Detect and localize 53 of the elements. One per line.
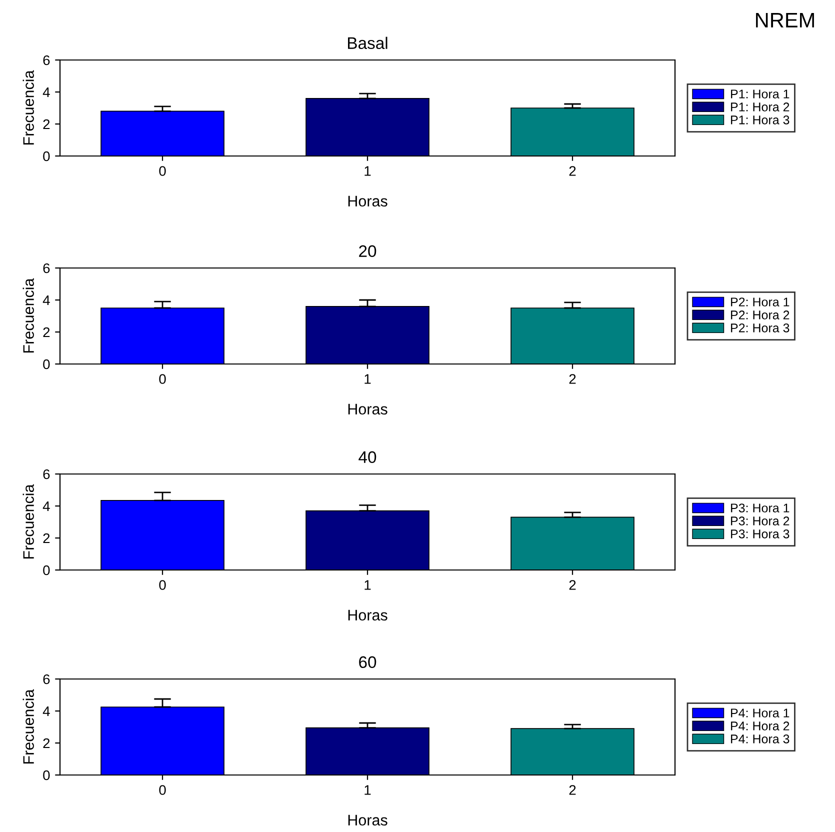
x-tick-label: 0 (159, 374, 166, 384)
y-tick-label: 2 (43, 119, 50, 130)
legend-label: P4: Hora 2 (731, 722, 790, 730)
legend-label: P1: Hora 3 (731, 116, 790, 124)
y-tick-label: 6 (43, 55, 50, 66)
x-tick-label: 0 (159, 785, 166, 795)
x-tick-label: 0 (159, 580, 166, 590)
legend-label: P3: Hora 2 (731, 516, 790, 526)
x-tick-label: 1 (364, 374, 371, 384)
y-tick-label: 6 (43, 469, 50, 480)
chart-title: 20 (359, 245, 376, 258)
legend-label: P4: Hora 1 (731, 708, 790, 718)
legend-label: P2: Hora 2 (731, 310, 790, 320)
x-tick-label: 0 (159, 166, 166, 176)
legend-label: P3: Hora 3 (731, 530, 790, 538)
legend-label: P2: Hora 3 (731, 324, 790, 332)
x-axis-title: Horas (348, 404, 388, 415)
y-axis-title: Frecuencia (22, 689, 34, 764)
y-tick-label: 2 (43, 738, 50, 748)
y-axis-title: Frecuencia (22, 484, 34, 559)
x-tick-label: 2 (569, 580, 576, 590)
y-tick-label: 6 (43, 263, 50, 274)
x-tick-label: 2 (569, 166, 576, 176)
x-tick-label: 1 (364, 166, 371, 176)
y-tick-label: 6 (43, 674, 50, 684)
y-tick-label: 4 (42, 87, 50, 98)
x-tick-label: 2 (569, 374, 576, 384)
x-axis-title: Horas (348, 196, 388, 207)
x-axis-title: Horas (348, 610, 388, 621)
y-tick-label: 0 (43, 359, 50, 370)
y-tick-label: 2 (43, 327, 50, 338)
legend-label: P1: Hora 2 (731, 102, 790, 112)
chart-title: 60 (359, 656, 376, 668)
y-axis-title: Frecuencia (22, 70, 34, 145)
x-tick-label: 1 (364, 580, 371, 590)
legend-label: P3: Hora 1 (731, 504, 790, 512)
y-tick-label: 4 (42, 295, 50, 306)
x-axis-title: Horas (348, 814, 388, 826)
x-tick-label: 1 (364, 785, 371, 795)
legend-label: P2: Hora 1 (731, 298, 790, 306)
y-tick-label: 4 (42, 501, 50, 512)
text: NREM (756, 13, 814, 28)
y-axis-title: Frecuencia (22, 278, 34, 353)
chart-title: 40 (358, 451, 376, 464)
y-tick-label: 0 (43, 151, 50, 162)
y-tick-label: 0 (43, 565, 50, 576)
y-tick-label: 4 (42, 706, 50, 716)
y-tick-label: 2 (43, 533, 50, 544)
chart-title: Basal (348, 36, 388, 50)
y-tick-label: 0 (43, 770, 50, 780)
x-tick-label: 2 (569, 785, 576, 795)
legend-label: P4: Hora 3 (731, 734, 790, 744)
legend-label: P1: Hora 1 (731, 90, 790, 98)
